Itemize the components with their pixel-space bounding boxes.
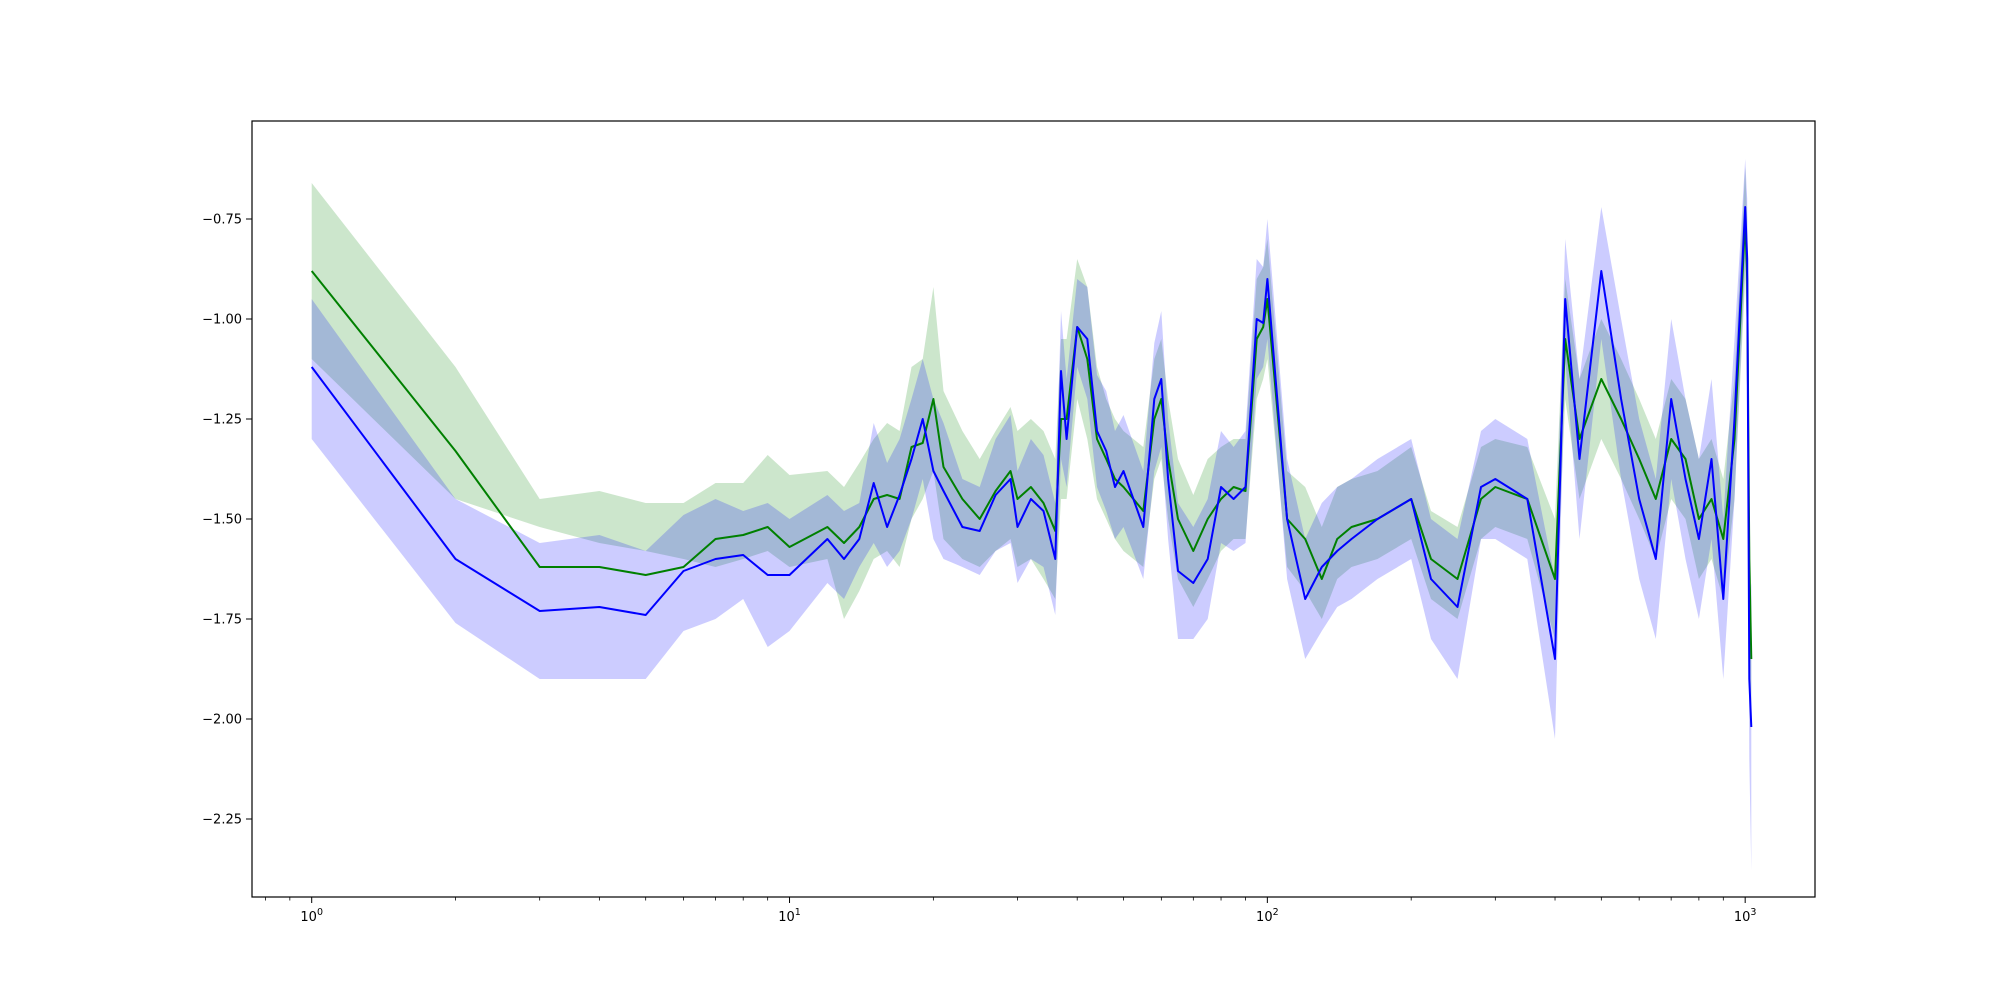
- x-tick-label: 100: [300, 907, 323, 925]
- series-2-line: [310, 206, 1753, 728]
- x-tick-label: 103: [1734, 907, 1757, 925]
- confidence-bands: [311, 159, 1752, 871]
- series-lines: [310, 206, 1753, 728]
- y-tick-label: −2.00: [202, 713, 242, 728]
- y-tick-label: −0.75: [202, 213, 242, 228]
- series-1-band: [311, 167, 1752, 719]
- series-2-band: [311, 159, 1752, 871]
- plot-area-frame: [251, 120, 1816, 898]
- y-tick-label: −1.25: [202, 413, 242, 428]
- y-tick-label: −1.75: [202, 613, 242, 628]
- y-tick-label: −1.50: [202, 513, 242, 528]
- y-tick-label: −1.00: [202, 313, 242, 328]
- y-axis: −0.75 −1.00 −1.25 −1.50 −1.75 −2.00 −2.25: [202, 213, 252, 828]
- y-tick-label: −2.25: [202, 813, 242, 828]
- x-tick-label: 101: [778, 907, 801, 925]
- x-axis: 100 101 102 103: [264, 897, 1757, 925]
- x-tick-label: 102: [1256, 907, 1279, 925]
